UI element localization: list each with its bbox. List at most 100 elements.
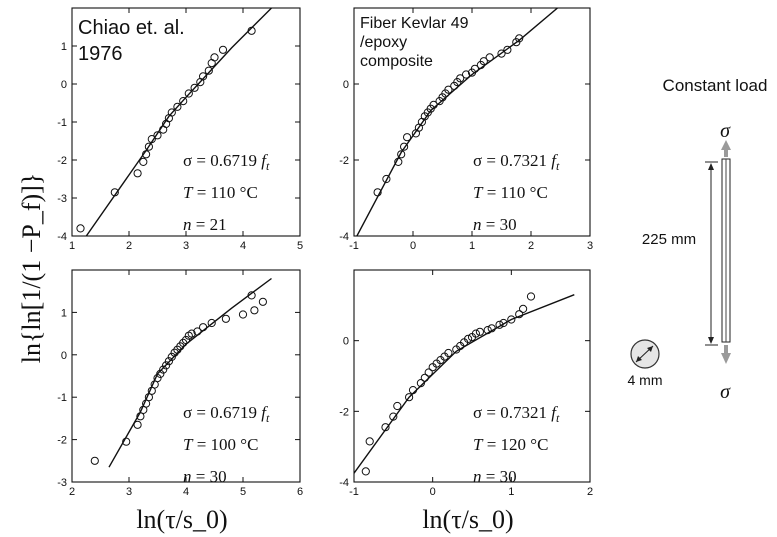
data-point: [424, 368, 433, 377]
fit-line: [354, 294, 575, 474]
data-point: [156, 369, 165, 378]
data-point: [479, 57, 488, 66]
data-point: [204, 66, 213, 75]
data-point: [526, 292, 536, 301]
data-point: [221, 314, 230, 323]
data-point: [238, 310, 248, 319]
y-tick-label: -2: [57, 435, 67, 447]
annotation-n: n = 30: [473, 215, 517, 234]
y-tick-label: -1: [57, 392, 67, 404]
panel-3: 2 3 4 5 6 -3 -2 -1 0 1 σ = 0.6719 ft T = 100 °C n = …: [57, 269, 303, 498]
length-label: 225 mm: [642, 231, 696, 248]
data-point: [159, 365, 168, 374]
data-point: [199, 323, 208, 332]
annotation-temperature: T = 110 °C: [473, 183, 548, 202]
data-point: [162, 361, 171, 370]
constant-load-schematic: Constant load σ 225 mm σ 4 mm: [628, 76, 768, 403]
data-point: [429, 100, 438, 110]
annotation-temperature: T = 100 °C: [183, 435, 258, 454]
data-point: [515, 34, 524, 43]
arrow-up-icon: [721, 140, 731, 150]
x-tick-label: -1: [349, 486, 359, 498]
data-point: [218, 45, 228, 54]
diameter-label: 4 mm: [628, 372, 663, 388]
y-tick-label: -2: [339, 406, 349, 418]
x-tick-label: 1: [469, 240, 475, 252]
data-point: [393, 401, 402, 411]
x-tick-label: 2: [587, 486, 593, 498]
data-point: [382, 174, 391, 184]
annotation-temperature: T = 110 °C: [183, 183, 258, 202]
y-tick-label: -2: [57, 155, 67, 167]
data-point: [394, 157, 403, 166]
data-point: [507, 315, 516, 324]
x-tick-label: 4: [240, 240, 246, 252]
data-point: [381, 423, 390, 432]
data-point: [76, 224, 85, 233]
data-point: [503, 45, 512, 54]
y-tick-label: 1: [61, 307, 67, 319]
panel-label: Fiber Kevlar 49/epoxy composite: [360, 15, 469, 70]
data-point: [144, 142, 153, 151]
panel-label: Chiao et. al. 1976: [78, 17, 185, 65]
data-point: [142, 150, 151, 159]
data-point: [515, 310, 524, 319]
data-point: [179, 338, 188, 347]
data-point: [187, 329, 196, 338]
data-point: [483, 326, 492, 335]
y-tick-label: -4: [339, 477, 349, 489]
data-point: [210, 53, 219, 62]
arrow-down-icon: [721, 353, 731, 364]
data-point: [247, 26, 256, 35]
data-point: [403, 133, 412, 142]
panel-1: 1 2 3 4 5 -4 -3 -2 -1 0 1 Chiao et. al. 1976 σ = 0.67…: [57, 7, 303, 252]
sigma-top-label: σ: [720, 120, 731, 142]
annotation-sigma: σ = 0.6719 ft: [183, 403, 270, 425]
data-point: [153, 131, 162, 140]
data-point: [164, 357, 173, 366]
y-tick-label: -3: [57, 193, 67, 205]
data-point: [193, 327, 202, 336]
x-axis-label-left: ln(τ/s_0): [136, 505, 227, 534]
data-point: [361, 467, 370, 476]
x-tick-label: 1: [69, 240, 75, 252]
x-tick-label: 3: [183, 240, 189, 252]
annotation-sigma: σ = 0.7321 ft: [473, 151, 560, 173]
data-point: [139, 157, 148, 166]
x-tick-label: -1: [349, 240, 359, 252]
data-point: [499, 318, 508, 328]
x-tick-label: 2: [69, 486, 75, 498]
data-point: [487, 324, 496, 333]
annotation-n: n = 30: [473, 467, 517, 486]
data-point: [247, 291, 256, 300]
data-point: [190, 83, 199, 92]
data-point: [170, 348, 179, 357]
data-point: [405, 393, 414, 402]
data-point: [90, 456, 99, 465]
data-point: [397, 150, 406, 159]
x-tick-label: 5: [240, 486, 246, 498]
data-point: [444, 348, 453, 358]
data-point: [464, 334, 473, 343]
x-tick-label: 6: [297, 486, 303, 498]
x-axis-label-right: ln(τ/s_0): [422, 505, 513, 534]
y-tick-label: -2: [339, 155, 349, 167]
annotation-n: n = 21: [183, 215, 227, 234]
y-tick-label: -4: [339, 231, 349, 243]
data-point: [475, 327, 484, 336]
y-tick-label: 0: [61, 79, 67, 91]
x-tick-label: 0: [410, 240, 416, 252]
data-point: [519, 304, 528, 313]
data-point: [181, 335, 191, 345]
y-tick-label: 0: [343, 79, 349, 91]
x-tick-label: 2: [528, 240, 534, 252]
fit-line: [356, 8, 558, 236]
annotation-sigma: σ = 0.6719 ft: [183, 151, 270, 173]
data-point: [122, 437, 131, 446]
data-point: [400, 142, 409, 151]
data-point: [153, 374, 162, 383]
data-point: [147, 135, 156, 144]
data-point: [389, 412, 398, 421]
y-tick-label: -1: [57, 117, 67, 129]
